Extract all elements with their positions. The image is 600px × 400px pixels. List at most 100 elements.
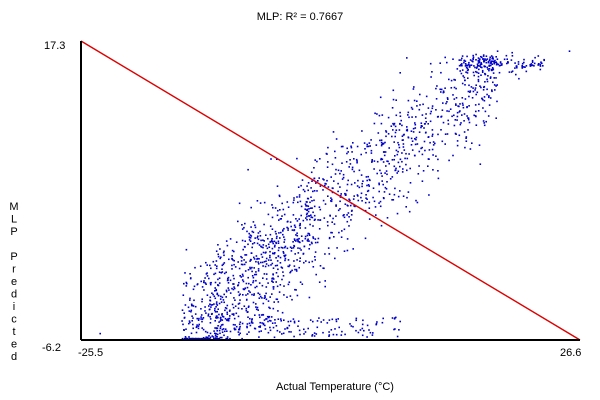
data-point xyxy=(312,266,315,268)
data-point xyxy=(214,327,216,329)
data-point xyxy=(511,51,513,54)
data-point xyxy=(494,59,496,62)
data-point xyxy=(397,161,400,164)
data-point xyxy=(515,73,517,76)
data-point xyxy=(255,306,257,308)
data-point xyxy=(326,166,329,168)
data-point xyxy=(420,147,422,150)
data-point xyxy=(290,250,293,252)
data-point xyxy=(201,300,203,303)
data-point xyxy=(254,237,256,239)
data-point xyxy=(241,322,244,325)
data-point xyxy=(358,186,361,189)
data-point xyxy=(327,146,329,149)
data-point xyxy=(193,299,195,302)
data-point xyxy=(480,63,482,65)
data-point xyxy=(216,315,218,317)
data-point xyxy=(368,329,370,331)
data-point xyxy=(453,114,455,117)
data-point xyxy=(399,190,401,192)
data-point xyxy=(394,317,396,319)
data-point xyxy=(250,252,253,254)
data-point xyxy=(299,260,301,262)
data-point xyxy=(399,111,401,114)
data-point xyxy=(388,162,390,165)
data-point xyxy=(539,68,542,71)
data-point xyxy=(224,328,227,330)
data-point xyxy=(214,290,216,292)
data-point xyxy=(364,201,367,204)
data-point xyxy=(384,172,386,174)
data-point xyxy=(485,61,488,64)
data-point xyxy=(275,272,278,274)
data-point xyxy=(320,321,322,323)
data-point xyxy=(256,258,258,260)
data-point xyxy=(348,225,350,227)
data-point xyxy=(290,247,293,249)
data-point xyxy=(322,319,325,321)
data-point xyxy=(482,89,485,91)
data-point xyxy=(416,105,418,107)
data-point xyxy=(297,320,300,322)
data-point xyxy=(220,316,222,319)
data-point xyxy=(364,237,367,240)
data-point xyxy=(346,238,349,240)
data-point xyxy=(342,173,345,176)
data-point xyxy=(316,160,318,163)
data-point xyxy=(297,247,299,249)
data-point xyxy=(450,79,453,82)
data-point xyxy=(183,312,185,314)
data-point xyxy=(287,320,290,323)
data-point xyxy=(326,322,329,324)
data-point xyxy=(347,179,349,182)
data-point xyxy=(451,115,453,118)
data-point xyxy=(425,95,428,98)
data-point xyxy=(373,200,376,203)
data-point xyxy=(467,117,469,119)
data-point xyxy=(265,257,268,260)
data-point xyxy=(322,331,324,334)
data-point xyxy=(310,196,312,198)
data-point xyxy=(318,317,320,319)
data-point xyxy=(446,101,448,103)
data-point xyxy=(424,117,427,119)
data-point xyxy=(262,322,265,325)
data-point xyxy=(227,318,229,320)
data-point xyxy=(275,325,278,327)
data-point xyxy=(281,267,284,269)
data-point xyxy=(490,64,492,67)
data-point xyxy=(305,213,308,216)
data-point xyxy=(493,84,496,86)
data-point xyxy=(456,111,459,114)
data-point xyxy=(487,60,490,63)
data-point xyxy=(290,270,292,273)
data-point xyxy=(476,63,479,66)
data-point xyxy=(185,337,187,340)
data-point xyxy=(324,203,327,205)
data-point xyxy=(276,264,279,267)
data-point xyxy=(337,190,339,193)
data-point xyxy=(225,319,228,321)
data-point xyxy=(284,254,287,256)
data-point xyxy=(280,218,282,220)
data-point xyxy=(307,238,309,241)
data-point xyxy=(266,315,269,318)
data-point xyxy=(215,337,218,340)
data-point xyxy=(254,273,256,276)
data-point xyxy=(302,253,305,255)
data-point xyxy=(465,137,467,139)
data-point xyxy=(382,142,385,145)
data-point xyxy=(262,323,265,326)
data-point xyxy=(537,55,540,57)
data-point xyxy=(447,98,449,100)
data-point xyxy=(482,58,484,60)
data-point xyxy=(542,65,544,67)
data-point xyxy=(351,151,353,153)
data-point xyxy=(353,205,355,207)
data-point xyxy=(269,241,271,243)
data-point xyxy=(237,220,239,223)
data-point xyxy=(360,192,363,195)
data-point xyxy=(524,66,526,68)
data-point xyxy=(205,312,207,314)
data-point xyxy=(220,256,222,259)
